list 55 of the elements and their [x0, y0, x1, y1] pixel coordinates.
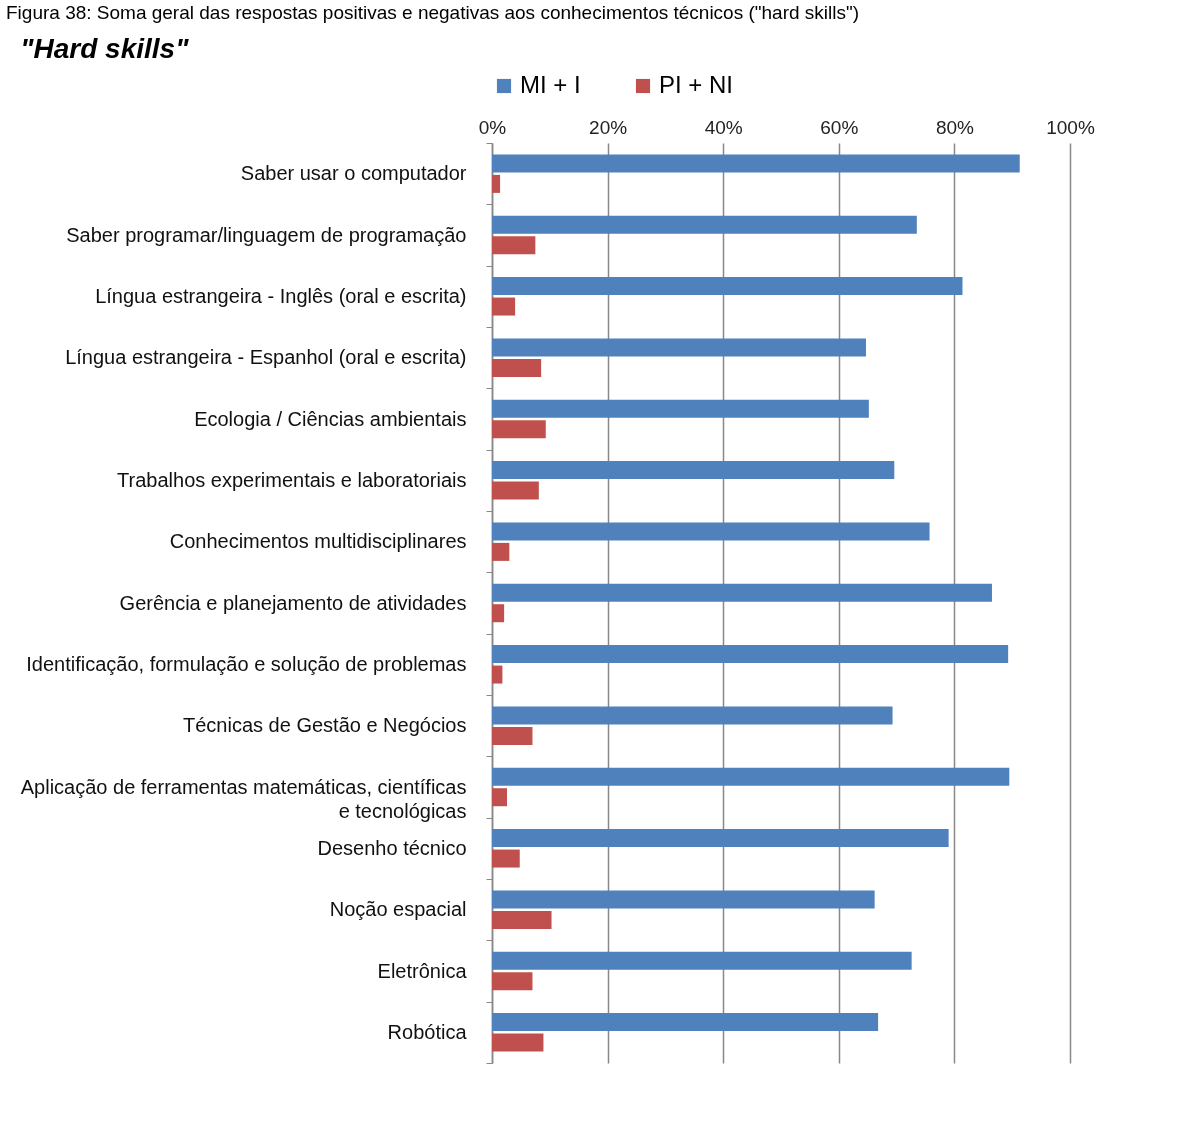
y-tick-label: Robótica [387, 1020, 468, 1043]
x-tick-label: 80% [935, 116, 975, 138]
bar [492, 951, 912, 970]
bar [492, 236, 536, 255]
bar [492, 1033, 544, 1052]
bar [492, 665, 503, 684]
bar [492, 542, 510, 561]
bar [492, 583, 992, 602]
y-tick-label: Técnicas de Gestão e Negócios [183, 714, 467, 737]
bar [492, 215, 917, 234]
y-tick-label: Saber programar/linguagem de programação [66, 223, 467, 246]
legend-label: PI + NI [659, 71, 734, 98]
bar [492, 277, 963, 296]
bar [492, 910, 552, 929]
bar [492, 358, 542, 377]
text: "Hard skills" [20, 33, 190, 64]
bar [492, 522, 930, 541]
y-tick-label: Identificação, formulação e solução de problemas [26, 652, 467, 675]
y-tick-label: Noção espacial [329, 898, 467, 921]
y-tick-label: Língua estrangeira - Inglês (oral e escrita) [95, 284, 467, 307]
bar [492, 604, 505, 623]
bar [492, 829, 949, 848]
bar [492, 726, 533, 745]
bar [492, 174, 501, 193]
bar [492, 154, 1020, 173]
bar [492, 1013, 879, 1032]
x-tick-label: 40% [704, 116, 743, 138]
x-tick-label: 0% [478, 116, 507, 138]
bar [492, 399, 869, 418]
y-tick-label: Desenho técnico [317, 836, 467, 859]
y-tick-label: Conhecimentos multidisciplinares [169, 530, 467, 553]
y-tick-label: Língua estrangeira - Espanhol (oral e escrita) [65, 346, 467, 369]
y-tick-label: Saber usar o computador [240, 162, 467, 185]
y-tick-label: Gerência e planejamento de atividades [119, 591, 467, 614]
legend-label: MI + I [520, 71, 581, 98]
bar [492, 481, 539, 500]
y-tick-label: Aplicação de ferramentas matemáticas, científicas e tecnológicas [20, 775, 467, 822]
bar [492, 972, 533, 991]
bar [492, 849, 520, 868]
bar [492, 890, 875, 909]
y-tick-label: Trabalhos experimentais e laboratoriais [117, 468, 467, 491]
x-tick-label: 20% [589, 116, 628, 138]
bar [492, 788, 508, 807]
x-tick-label: 100% [1046, 116, 1095, 138]
y-tick-label: Ecologia / Ciências ambientais [194, 407, 467, 430]
x-tick-label: 60% [820, 116, 859, 138]
bar [492, 767, 1010, 786]
bar [492, 706, 893, 725]
bar [492, 297, 516, 316]
text: Figura 38: Soma geral das respostas positivas e negativas aos conhecimentos técnicos ("hard skills") [6, 2, 861, 24]
bar [492, 645, 1009, 664]
bar [492, 461, 895, 480]
y-tick-label: Eletrônica [377, 959, 468, 982]
bar [492, 338, 866, 357]
bar [492, 420, 546, 439]
